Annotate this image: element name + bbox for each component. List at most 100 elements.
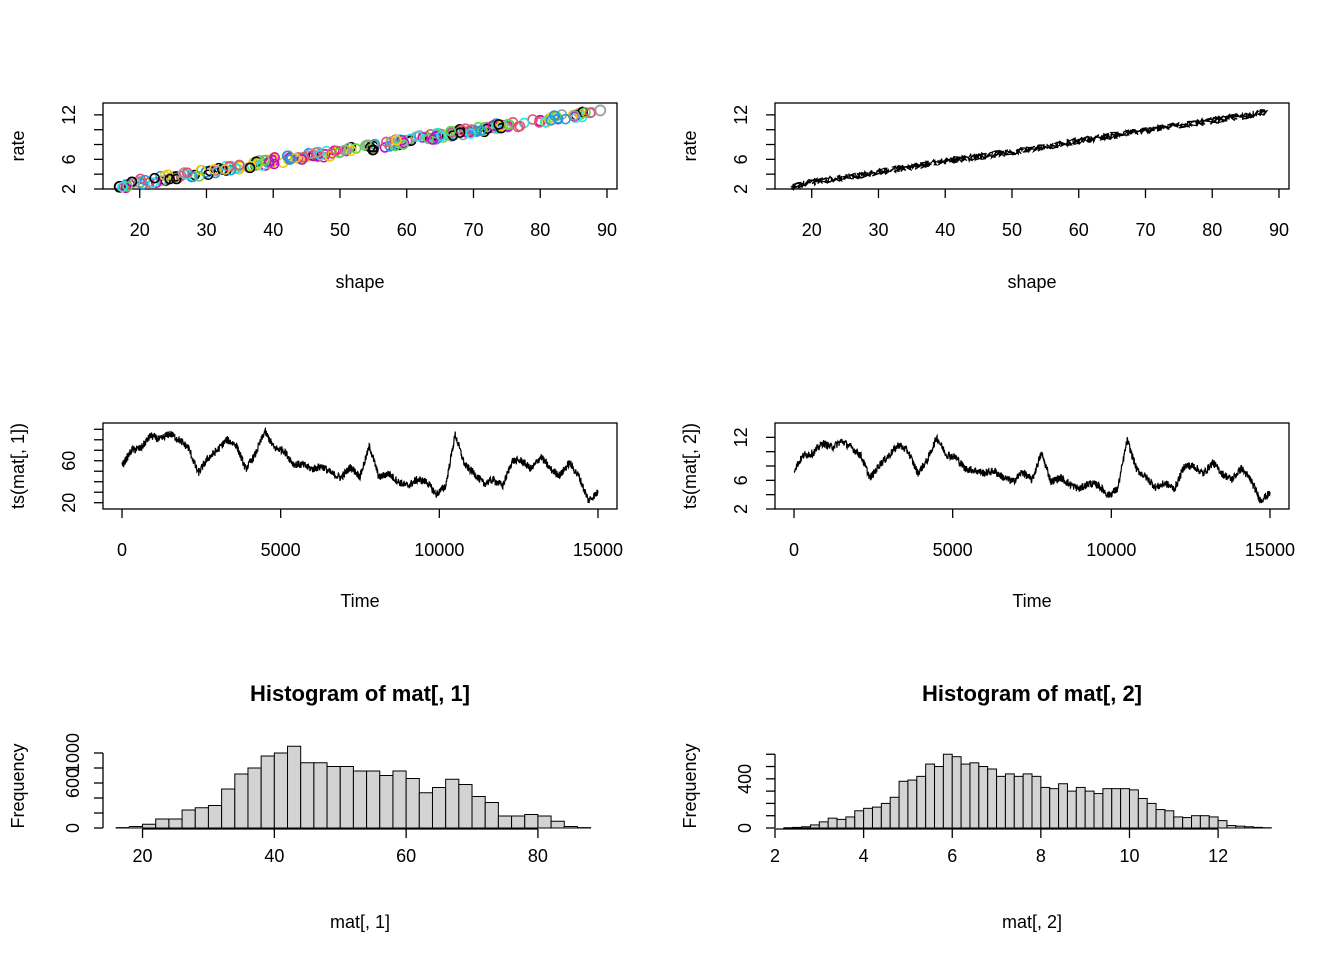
y-tick-label: 0 bbox=[735, 823, 755, 833]
scatter-point bbox=[312, 147, 324, 158]
panel-line-rate-vs-shape: 20 30 40 50 60 70 80 90 2 6 12 shape rate bbox=[680, 102, 1290, 292]
scatter-point bbox=[569, 110, 580, 121]
scatter-point bbox=[417, 132, 429, 143]
scatter-point bbox=[534, 117, 545, 128]
scatter-point bbox=[427, 134, 439, 145]
plot-title: Histogram of mat[, 1] bbox=[250, 681, 470, 706]
histogram-bar bbox=[863, 807, 873, 829]
y-axis-title: rate bbox=[680, 130, 700, 161]
scatter-point bbox=[361, 139, 373, 151]
scatter-point bbox=[233, 159, 245, 171]
scatter-point bbox=[230, 163, 241, 174]
y-tick-label: 2 bbox=[59, 184, 79, 194]
scatter-point bbox=[296, 154, 308, 165]
scatter-point bbox=[496, 120, 507, 132]
scatter-point bbox=[512, 121, 524, 133]
histogram-bar bbox=[300, 762, 315, 829]
histogram-bar bbox=[925, 763, 936, 829]
histogram-bar bbox=[234, 773, 249, 829]
histogram-bar bbox=[1084, 790, 1095, 829]
histogram-bar bbox=[418, 792, 433, 829]
x-tick-label: 40 bbox=[264, 846, 284, 866]
histogram-bar bbox=[128, 826, 144, 829]
y-axis-title: Frequency bbox=[680, 743, 700, 828]
x-tick-label: 80 bbox=[1202, 220, 1222, 240]
histogram-bar bbox=[1120, 788, 1130, 829]
histogram-bar bbox=[996, 775, 1006, 829]
histogram-bar bbox=[1173, 816, 1184, 829]
scatter-point bbox=[471, 125, 482, 137]
histogram-bar bbox=[1075, 786, 1086, 829]
scatter-point bbox=[333, 147, 345, 159]
histogram-bar bbox=[818, 821, 829, 829]
histogram-bar bbox=[1155, 809, 1166, 829]
histogram-bar bbox=[871, 806, 882, 829]
x-tick-label: 70 bbox=[1135, 220, 1155, 240]
histogram-bar bbox=[313, 762, 328, 829]
scatter-point bbox=[164, 173, 176, 185]
scatter-point bbox=[527, 114, 538, 125]
x-tick-label: 90 bbox=[597, 220, 617, 240]
x-tick-label: 15000 bbox=[573, 540, 623, 560]
histogram-bar bbox=[142, 823, 157, 829]
histogram-bar bbox=[978, 766, 989, 829]
line-series bbox=[790, 109, 1269, 192]
scatter-point bbox=[171, 173, 182, 185]
histogram-bar bbox=[287, 745, 302, 829]
histogram-bar bbox=[1164, 810, 1175, 829]
x-tick-label: 6 bbox=[947, 846, 957, 866]
x-tick-label: 20 bbox=[130, 220, 150, 240]
scatter-point bbox=[584, 107, 596, 119]
scatter-point bbox=[346, 145, 357, 156]
y-tick-label: 12 bbox=[731, 105, 751, 125]
x-tick-label: 40 bbox=[935, 220, 955, 240]
y-tick-label: 60 bbox=[59, 451, 79, 471]
histogram-bar bbox=[1235, 825, 1246, 829]
scatter-point bbox=[195, 164, 207, 176]
histogram-bar bbox=[1199, 815, 1210, 829]
scatter-point bbox=[475, 125, 487, 136]
histogram-bar bbox=[207, 805, 223, 829]
scatter-point bbox=[149, 172, 160, 184]
x-tick-label: 40 bbox=[263, 220, 283, 240]
x-tick-label: 5000 bbox=[261, 540, 301, 560]
scatter-point bbox=[219, 164, 231, 175]
histogram-bar bbox=[497, 815, 513, 829]
scatter-point bbox=[117, 181, 128, 193]
line-series-path bbox=[793, 433, 1271, 504]
x-tick-label: 80 bbox=[528, 846, 548, 866]
x-axis-title: Time bbox=[1012, 591, 1051, 611]
histogram-bar bbox=[916, 775, 927, 829]
scatter-points bbox=[113, 104, 607, 194]
histogram-bar bbox=[1182, 817, 1193, 829]
histogram-bar bbox=[907, 779, 918, 829]
scatter-point bbox=[289, 152, 301, 164]
scatter-point bbox=[244, 162, 256, 174]
line-series-path bbox=[121, 426, 599, 504]
axes: 20 30 40 50 60 70 80 90 2 6 12 bbox=[731, 105, 1289, 240]
scatter-point bbox=[177, 167, 189, 179]
histogram-bar bbox=[1031, 775, 1042, 829]
scatter-point bbox=[284, 154, 296, 165]
y-tick-label: 400 bbox=[735, 764, 755, 794]
x-tick-label: 70 bbox=[463, 220, 483, 240]
histogram-bar bbox=[845, 816, 856, 829]
y-axis-title: ts(mat[, 1]) bbox=[8, 423, 28, 509]
x-tick-label: 4 bbox=[859, 846, 869, 866]
scatter-point bbox=[396, 134, 408, 146]
histogram-bar bbox=[1253, 826, 1263, 829]
scatter-point bbox=[367, 144, 379, 156]
x-tick-label: 0 bbox=[117, 540, 127, 560]
scatter-point bbox=[391, 134, 402, 146]
panel-histogram-mat-2: Histogram of mat[, 2] 2 4 6 8 10 12 0 400 mat[,… bbox=[680, 681, 1272, 932]
histogram-bar bbox=[969, 762, 980, 829]
scatter-point bbox=[385, 136, 397, 148]
axes: 20 30 40 50 60 70 80 90 2 6 12 bbox=[59, 105, 617, 240]
histogram-bar bbox=[1146, 802, 1157, 829]
plot-frame bbox=[102, 422, 618, 510]
histogram-bar bbox=[898, 780, 909, 829]
histogram-bar bbox=[339, 766, 354, 829]
